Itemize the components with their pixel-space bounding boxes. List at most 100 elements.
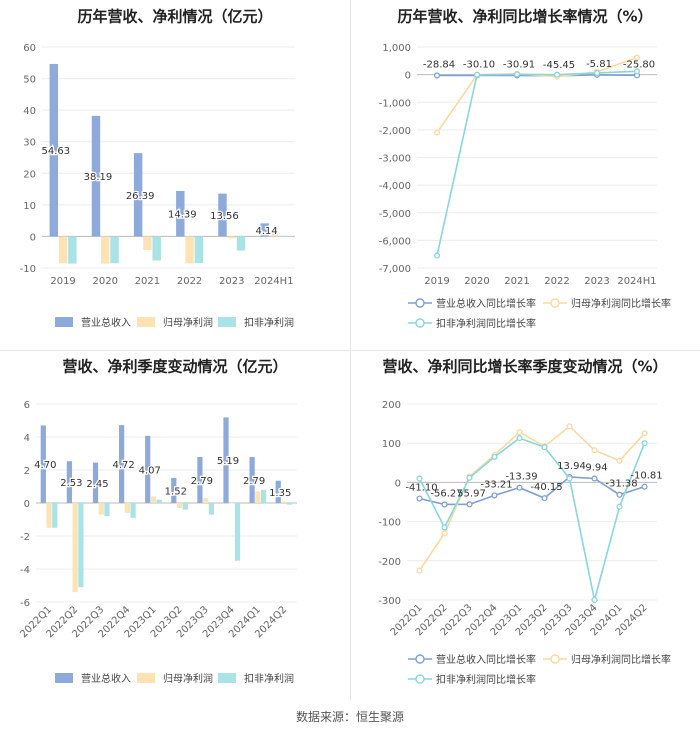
point-revenue-growth [416,495,423,502]
data-label: -13.39 [505,472,537,483]
legend-marker [415,318,425,328]
chart-annual-growth: 历年营收、净利同比增长率情况（%） -7,000 -6,000 -5,000 -4,00… [379,8,671,331]
data-label: -30.10 [463,59,495,70]
bar-revenue [275,480,281,503]
x-tick-label: 2021 [504,276,529,287]
bar-deducted-profit [130,503,136,518]
x-tick-label: 2024H1 [617,276,656,287]
point-net-profit-growth [616,457,623,464]
point-net-profit-growth [633,54,641,61]
legend-label: 营业总收入 [81,672,131,685]
point-deducted-growth [516,435,523,442]
legend-label: 归母净利润 [163,316,213,329]
data-label: -56.27 [430,488,462,499]
y-tick-label: 4 [24,433,30,444]
y-tick-label: 20 [23,169,36,180]
y-tick-label: -200 [378,557,401,568]
data-label: 2.79 [191,476,213,487]
point-revenue-growth [591,475,598,482]
bar-net-profit [229,503,235,504]
bar-revenue [218,193,227,237]
data-label: -31.38 [605,479,637,490]
point-net-profit-growth [416,567,423,574]
point-deducted-growth [416,475,423,482]
bar-net-profit [203,498,209,503]
legend-label: 营业总收入同比增长率 [436,297,536,310]
legend-marker [415,654,425,664]
legend-label: 扣非净利润同比增长率 [436,317,536,330]
x-tick-label: 2022 [544,276,569,287]
point-deducted-growth [566,475,573,482]
bar-deducted-profit [68,236,77,264]
y-tick-label: -7,000 [379,264,411,275]
data-label: 4.07 [139,465,161,476]
x-tick-label: 2023 [219,276,244,287]
point-revenue-growth [441,501,448,508]
bar-deducted-profit [156,499,162,503]
bar-revenue [249,456,255,503]
point-net-profit-growth [566,423,573,430]
point-deducted-growth [553,71,561,78]
y-tick-label: 60 [23,43,36,54]
point-revenue-growth [433,72,441,79]
bar-net-profit [227,236,236,239]
legend-label: 归母净利润同比增长率 [571,297,671,310]
bar-deducted-profit [208,503,215,515]
bar-deducted-profit [260,489,267,503]
y-tick-label: -5,000 [379,209,411,220]
y-tick-label: -6 [20,598,30,609]
bar-revenue [223,417,229,503]
data-label: 4.14 [256,226,278,237]
data-label: -5.81 [586,59,612,70]
chart-title: 历年营收、净利同比增长率情况（%） [397,8,652,26]
point-net-profit-growth [441,530,448,537]
point-revenue-growth [516,484,523,491]
legend-label: 扣非净利润 [244,316,294,329]
data-label: -33.21 [480,479,512,490]
point-net-profit-growth [433,129,441,136]
bar-net-profit [269,231,279,237]
data-label: 2.79 [243,476,265,487]
bar-revenue [92,462,99,503]
point-deducted-growth [591,596,598,604]
legend-marker [550,654,560,664]
x-tick-label: 2020 [93,276,118,287]
data-label: 1.35 [269,488,291,499]
y-tick-label: 10 [23,201,36,212]
point-deducted-growth [641,440,648,447]
data-label: -41.10 [405,483,437,494]
bar-net-profit [150,496,157,503]
y-tick-label: 100 [382,439,401,450]
data-label: -10.81 [630,471,662,482]
bar-deducted-profit [52,503,58,528]
y-tick-label: -4 [20,565,30,576]
y-tick-label: 0 [30,232,36,243]
x-tick-label: 2019 [50,276,75,287]
bar-deducted-profit [152,236,161,261]
bar-deducted-profit [278,235,288,237]
x-tick-label: 2023 [584,276,609,287]
data-label: 2.45 [86,479,108,490]
bar-net-profit [281,501,287,503]
bar-net-profit [176,503,183,508]
bar-net-profit [46,503,52,528]
legend-swatch [55,317,73,327]
point-deducted-growth [473,71,481,78]
data-label: 9.94 [585,463,607,474]
legend-marker [415,674,425,684]
bar-deducted-profit [287,503,293,505]
legend-label: 扣非净利润同比增长率 [436,673,536,686]
y-tick-label: 50 [23,75,36,86]
y-tick-label: -6,000 [379,236,411,247]
data-label: 13.94 [557,461,586,472]
y-tick-label: 40 [23,106,36,117]
bar-revenue [145,435,151,503]
data-label: 2.53 [60,478,82,489]
bar-deducted-profit [182,503,188,510]
point-revenue-growth [541,495,548,502]
bar-revenue [118,425,125,503]
bar-deducted-profit [78,503,84,588]
x-tick-label: 2024H1 [254,276,293,287]
chart-title: 历年营收、净利情况（亿元） [77,8,272,26]
point-revenue-growth [641,483,648,490]
